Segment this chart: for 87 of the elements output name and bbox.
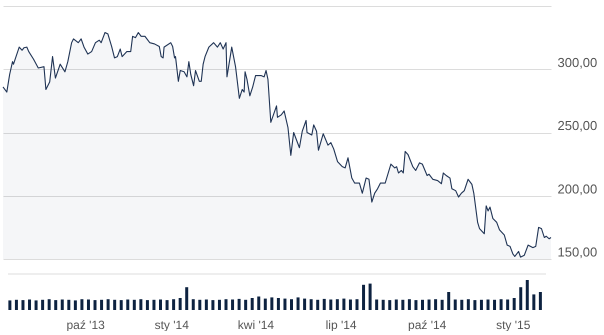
bar (394, 300, 398, 310)
bar (159, 300, 162, 310)
bar (139, 299, 142, 310)
bar (526, 280, 529, 310)
bar (388, 300, 392, 310)
bar (296, 297, 300, 310)
bar (440, 300, 444, 310)
bar (178, 298, 182, 310)
bar (166, 300, 169, 310)
bar (86, 300, 90, 310)
bar (420, 300, 424, 310)
bar (493, 300, 496, 310)
bar (48, 299, 51, 310)
bar (126, 300, 130, 310)
bar (198, 300, 202, 310)
bar (250, 298, 254, 310)
bar (231, 300, 234, 310)
bar (224, 299, 228, 310)
bar (538, 292, 542, 310)
bar (204, 300, 208, 310)
bar (14, 300, 18, 310)
bar (21, 300, 24, 310)
bar (356, 299, 358, 310)
bar (532, 294, 536, 310)
bar (480, 300, 483, 310)
bar (132, 300, 136, 310)
bar (336, 299, 339, 310)
bar (348, 300, 352, 310)
bar (473, 300, 476, 310)
bar (244, 300, 248, 310)
y-tick-label: 300,00 (558, 54, 598, 70)
bar (283, 298, 286, 310)
bar (401, 300, 404, 310)
bar (519, 287, 522, 310)
bar (74, 300, 77, 310)
bar (506, 300, 510, 310)
bar (362, 284, 366, 310)
bar (120, 300, 123, 310)
x-tick-label: kwi '14 (238, 318, 274, 332)
bar (172, 299, 176, 310)
bar (414, 300, 418, 310)
bar (322, 298, 326, 310)
bar (257, 296, 260, 310)
bar (447, 292, 450, 310)
bar (303, 298, 306, 310)
bar (106, 299, 110, 310)
bar (28, 300, 32, 310)
bar (270, 297, 274, 310)
bar (34, 300, 38, 310)
bar (80, 299, 84, 310)
bar (185, 287, 188, 310)
bar (486, 300, 490, 310)
bar (512, 298, 516, 310)
bar (460, 300, 464, 310)
bar (41, 300, 44, 310)
bar (218, 300, 221, 310)
bar (152, 300, 156, 310)
y-tick-label: 250,00 (558, 118, 598, 133)
bar (428, 300, 431, 310)
bar (67, 300, 70, 310)
y-tick-label: 200,00 (558, 181, 598, 196)
y-tick-label: 150,00 (558, 244, 598, 260)
bar (408, 299, 411, 310)
bar (60, 300, 64, 310)
bar (100, 300, 104, 310)
bar (146, 300, 149, 310)
bar (466, 299, 470, 310)
bar (94, 300, 97, 310)
bar (54, 300, 58, 310)
bar (382, 300, 385, 310)
bar (264, 298, 267, 310)
bar (500, 299, 503, 310)
bar (211, 300, 214, 310)
bar (368, 284, 372, 310)
bar (375, 300, 378, 310)
bar (113, 300, 116, 310)
bar (290, 299, 294, 310)
bar (276, 298, 280, 310)
bar (316, 300, 320, 310)
bar (8, 300, 12, 310)
bar (192, 299, 195, 310)
bar (310, 299, 313, 310)
bar (329, 300, 332, 310)
bar (454, 300, 457, 310)
bar (238, 298, 241, 310)
bar (342, 298, 346, 310)
bar (434, 299, 438, 310)
